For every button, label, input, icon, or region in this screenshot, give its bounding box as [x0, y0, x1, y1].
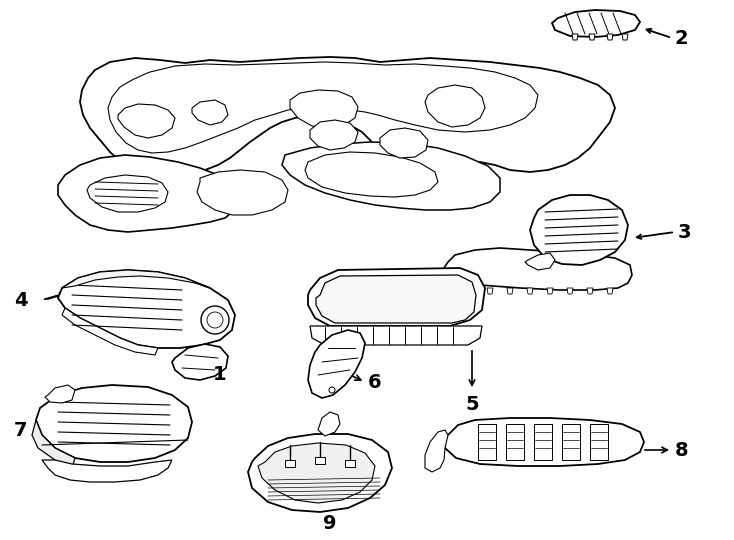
Polygon shape	[444, 418, 644, 466]
Polygon shape	[607, 34, 613, 40]
Circle shape	[201, 306, 229, 334]
Text: 9: 9	[323, 514, 337, 533]
Polygon shape	[32, 420, 75, 468]
Polygon shape	[589, 34, 595, 40]
Text: 7: 7	[14, 421, 27, 440]
Polygon shape	[530, 195, 628, 265]
Polygon shape	[316, 275, 476, 323]
Polygon shape	[36, 385, 192, 462]
Polygon shape	[425, 430, 448, 472]
Polygon shape	[258, 443, 375, 503]
Polygon shape	[308, 330, 365, 398]
Polygon shape	[197, 170, 288, 215]
Polygon shape	[315, 457, 325, 464]
Polygon shape	[308, 268, 485, 326]
Polygon shape	[192, 100, 228, 125]
Polygon shape	[478, 424, 496, 460]
Polygon shape	[108, 62, 538, 153]
Polygon shape	[607, 288, 613, 294]
Polygon shape	[62, 308, 158, 355]
Polygon shape	[506, 424, 524, 460]
Polygon shape	[305, 152, 438, 197]
Text: 6: 6	[368, 373, 382, 392]
Polygon shape	[567, 288, 573, 294]
Text: 8: 8	[675, 441, 688, 460]
Polygon shape	[527, 288, 533, 294]
Polygon shape	[380, 128, 428, 158]
Polygon shape	[507, 288, 513, 294]
Polygon shape	[290, 90, 358, 128]
Polygon shape	[318, 412, 340, 436]
Polygon shape	[622, 34, 628, 40]
Polygon shape	[285, 460, 295, 467]
Text: 1: 1	[213, 364, 227, 383]
Polygon shape	[45, 385, 75, 403]
Polygon shape	[345, 460, 355, 467]
Polygon shape	[58, 270, 235, 348]
Polygon shape	[310, 326, 482, 345]
Polygon shape	[80, 57, 615, 180]
Polygon shape	[572, 34, 578, 40]
Polygon shape	[248, 434, 392, 512]
Text: 5: 5	[465, 395, 479, 414]
Polygon shape	[310, 120, 358, 150]
Polygon shape	[87, 175, 168, 212]
Polygon shape	[552, 10, 640, 37]
Text: 2: 2	[675, 29, 688, 48]
Polygon shape	[467, 288, 473, 294]
Polygon shape	[534, 424, 552, 460]
Circle shape	[329, 387, 335, 393]
Polygon shape	[58, 155, 240, 232]
Polygon shape	[525, 253, 555, 270]
Polygon shape	[562, 424, 580, 460]
Polygon shape	[118, 104, 175, 138]
Polygon shape	[42, 460, 172, 482]
Polygon shape	[590, 424, 608, 460]
Text: 3: 3	[678, 222, 691, 241]
Polygon shape	[442, 248, 632, 290]
Polygon shape	[587, 288, 593, 294]
Text: 4: 4	[14, 291, 28, 309]
Polygon shape	[62, 270, 210, 288]
Polygon shape	[547, 288, 553, 294]
Polygon shape	[487, 288, 493, 294]
Polygon shape	[282, 142, 500, 210]
Polygon shape	[172, 344, 228, 380]
Polygon shape	[425, 85, 485, 127]
Circle shape	[207, 312, 223, 328]
